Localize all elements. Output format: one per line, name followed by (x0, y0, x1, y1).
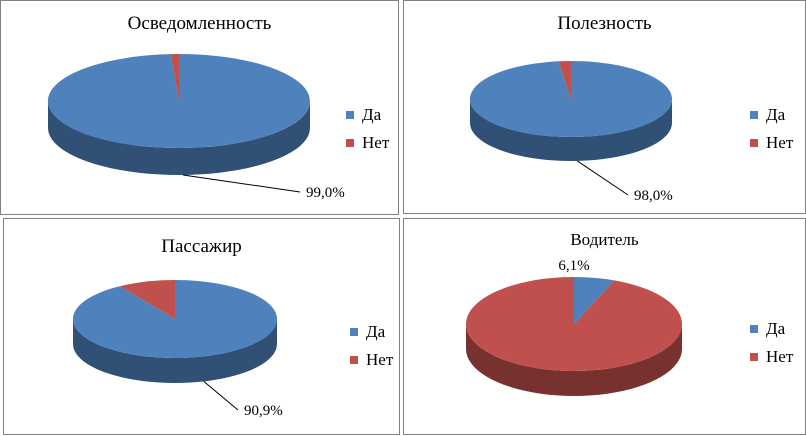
chart-panel-passenger: 90,9% Пассажир Да Нет (3, 218, 400, 435)
chart-title: Водитель (570, 230, 639, 249)
legend-item-yes: Да (750, 318, 793, 340)
legend-swatch-no (750, 353, 758, 361)
data-label: 99,0% (306, 185, 345, 201)
legend-swatch-yes (750, 111, 758, 119)
legend-item-yes: Да (750, 104, 793, 126)
pie-chart-awareness: 99,0% (47, 53, 345, 201)
legend-label-yes: Да (362, 105, 382, 124)
chart-title: Осведомленность (127, 13, 272, 34)
legend-label-no: Нет (766, 347, 794, 366)
pie-slice-0 (47, 54, 310, 148)
legend-swatch-no (350, 356, 358, 364)
pie-slice-0 (574, 277, 615, 324)
pie-slice-0 (72, 280, 277, 358)
legend-label-yes: Да (766, 105, 786, 124)
legend-label-yes: Да (366, 322, 386, 341)
pie-slice-1 (558, 61, 571, 99)
leader-line (203, 381, 239, 411)
legend-swatch-no (346, 139, 354, 147)
pie-slice-side-1 (466, 324, 682, 396)
data-label: 90,9% (244, 403, 283, 419)
legend-swatch-no (750, 139, 758, 147)
pie-chart-passenger: 90,9% (72, 280, 283, 419)
legend-item-no: Нет (750, 132, 793, 154)
legend-item-yes: Да (346, 104, 389, 126)
legend-swatch-yes (350, 328, 358, 336)
legend: Да Нет (350, 321, 393, 377)
pie-slice-side-0 (48, 101, 310, 175)
legend-label-no: Нет (366, 350, 394, 369)
legend-item-no: Нет (346, 132, 389, 154)
chart-panel-usefulness: 98,0% Полезность Да Нет (403, 0, 806, 214)
data-label: 6,1% (558, 258, 589, 274)
pie-slice-side-0 (73, 319, 277, 383)
legend: Да Нет (750, 104, 793, 160)
legend: Да Нет (346, 104, 389, 160)
legend-item-no: Нет (750, 346, 793, 368)
legend-item-yes: Да (350, 321, 393, 343)
leader-line (577, 160, 629, 196)
pie-chart-driver: 6,1% (466, 258, 683, 396)
data-label: 98,0% (634, 188, 673, 204)
pie-slice-1 (170, 53, 179, 101)
legend-swatch-yes (750, 325, 758, 333)
legend-label-no: Нет (766, 133, 794, 152)
pie-slice-0 (470, 61, 673, 137)
leader-line (183, 174, 301, 193)
pie-slice-1 (466, 277, 683, 371)
chart-title: Полезность (557, 13, 652, 34)
chart-title: Пассажир (161, 236, 242, 257)
pie-chart-usefulness: 98,0% (470, 61, 673, 204)
chart-panel-driver: 6,1% Водитель Да Нет (403, 218, 806, 435)
pie-slice-1 (119, 280, 175, 319)
legend-item-no: Нет (350, 349, 393, 371)
legend: Да Нет (750, 318, 793, 374)
legend-label-no: Нет (362, 133, 390, 152)
chart-panel-awareness: 99,0% Осведомленность Да Нет (0, 0, 399, 215)
legend-swatch-yes (346, 111, 354, 119)
legend-label-yes: Да (766, 319, 786, 338)
pie-slice-side-0 (470, 99, 672, 161)
